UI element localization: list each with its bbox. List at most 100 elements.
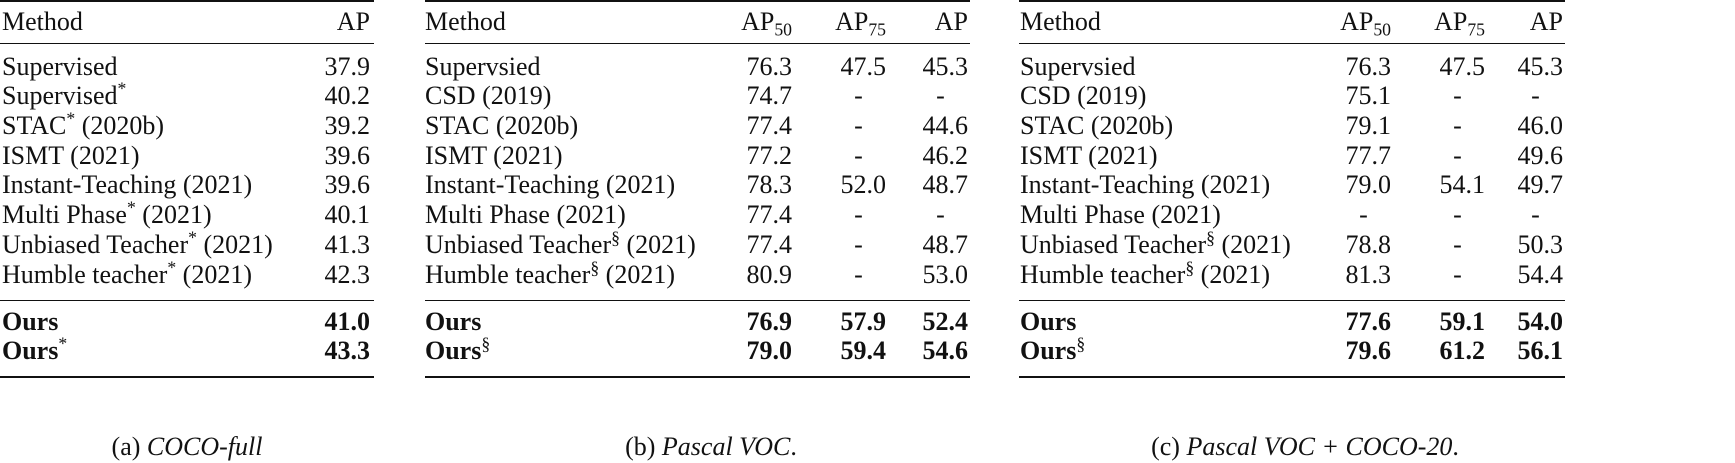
method-year: (2021) [142, 200, 212, 229]
header-metric-label: AP [1340, 7, 1374, 36]
top-rule [1019, 0, 1565, 2]
value-text: - [1453, 230, 1462, 259]
value-text: 52.4 [922, 307, 969, 336]
table-row-method: Supervised* [2, 78, 127, 111]
method-year: (2021) [182, 260, 252, 289]
method-name: Ours [1020, 336, 1077, 365]
value-text: 77.4 [746, 230, 793, 259]
value-text: 45.3 [922, 52, 969, 81]
value-text: 40.1 [324, 200, 371, 229]
value-text: 79.1 [1345, 111, 1392, 140]
ours-row-method: Ours [425, 307, 481, 337]
mid-rule [0, 300, 374, 301]
table-cell-value: 44.6 [878, 111, 969, 141]
header-method-label: Method [1020, 7, 1101, 36]
method-name: Instant-Teaching [425, 170, 600, 199]
table-cell-value: 78.8 [1301, 230, 1392, 260]
table-row-method: ISMT (2021) [425, 141, 562, 171]
header-metric-label: AP [1434, 7, 1468, 36]
method-marker: * [117, 78, 127, 99]
bottom-rule [425, 376, 970, 378]
top-rule [425, 0, 970, 2]
table-cell-value: 40.2 [280, 81, 371, 111]
table-row-method: Unbiased Teacher* (2021) [2, 227, 273, 260]
caption-title: COCO-full [146, 432, 263, 461]
value-text: 48.7 [922, 170, 969, 199]
ours-cell-value: 52.4 [878, 307, 969, 337]
table-row-method: CSD (2019) [1020, 81, 1146, 111]
table-cell-value: 37.9 [280, 52, 371, 82]
header-metric: AP [878, 7, 968, 37]
table-cell-value: 47.5 [796, 52, 887, 82]
value-text: 41.0 [324, 307, 371, 336]
method-name: Multi Phase [1020, 200, 1145, 229]
method-name: CSD [425, 81, 476, 110]
method-year: (2021) [605, 260, 675, 289]
value-text: 79.6 [1345, 336, 1392, 365]
method-marker: § [481, 333, 491, 354]
header-method-label: Method [2, 7, 83, 36]
table-cell-value: 50.3 [1473, 230, 1564, 260]
value-text: 74.7 [746, 81, 793, 110]
table-cell-value: 52.0 [796, 170, 887, 200]
table-cell-value: 77.2 [702, 141, 793, 171]
method-year: (2021) [1200, 260, 1270, 289]
method-name: Supervsied [425, 52, 541, 81]
caption-label: (b) [625, 432, 656, 461]
table-row-method: Unbiased Teacher§ (2021) [1020, 228, 1291, 260]
value-text: 80.9 [746, 260, 793, 289]
method-name: Supervised [2, 81, 118, 110]
ours-row-method: Ours [2, 307, 58, 337]
header-metric-label: AP [741, 7, 775, 36]
value-text: 50.3 [1517, 230, 1564, 259]
table-row-method: Supervsied [425, 52, 541, 82]
method-marker: * [58, 333, 68, 354]
table-row-method: Instant-Teaching (2021) [425, 170, 675, 200]
value-text: 56.1 [1517, 336, 1564, 365]
header-metric: AP [1473, 7, 1563, 37]
method-name: STAC [425, 111, 490, 140]
method-year: (2021) [182, 170, 253, 199]
method-name: Ours [425, 307, 482, 336]
header-metric: AP50 [1301, 7, 1391, 38]
method-name: Humble teacher [425, 260, 591, 289]
table-cell-value: - [831, 111, 886, 141]
table-cell-value: 79.0 [1301, 170, 1392, 200]
table-cell-value: 77.7 [1301, 141, 1392, 171]
table-cell-value: 39.6 [280, 141, 371, 171]
ours-cell-value: 79.0 [702, 336, 793, 366]
mid-rule [425, 43, 970, 44]
table-cell-value: 42.3 [280, 260, 371, 290]
value-text: 77.7 [1345, 141, 1392, 170]
table-row-method: Humble teacher§ (2021) [425, 258, 675, 290]
ours-cell-value: 76.9 [702, 307, 793, 337]
table-cell-value: 39.6 [280, 170, 371, 200]
caption-label: (c) [1151, 432, 1180, 461]
value-text: 59.4 [840, 336, 887, 365]
method-year: (2021) [1200, 170, 1271, 199]
value-text: 47.5 [840, 52, 887, 81]
table-cell-value: 80.9 [702, 260, 793, 290]
value-text: - [1531, 81, 1540, 110]
table-cell-value: 46.0 [1473, 111, 1564, 141]
table-cell-value: - [1430, 111, 1485, 141]
caption-suffix: . [1452, 432, 1459, 461]
value-text: 54.6 [922, 336, 969, 365]
header-metric: AP [280, 7, 370, 37]
method-marker: * [188, 227, 197, 248]
value-text: 49.6 [1517, 141, 1564, 170]
value-text: 78.3 [746, 170, 793, 199]
method-name: ISMT [2, 141, 64, 170]
method-marker: * [66, 108, 76, 129]
value-text: 47.5 [1439, 52, 1486, 81]
table-row-method: ISMT (2021) [2, 141, 139, 171]
value-text: 77.2 [746, 141, 793, 170]
value-text: - [936, 200, 945, 229]
method-name: Ours [2, 336, 59, 365]
table-cell-value: - [1508, 200, 1563, 230]
table-cell-value: 54.1 [1395, 170, 1486, 200]
table-cell-value: - [831, 81, 886, 111]
table-cell-value: 48.7 [878, 170, 969, 200]
value-text: 45.3 [1517, 52, 1564, 81]
method-name: Multi Phase [2, 200, 127, 229]
